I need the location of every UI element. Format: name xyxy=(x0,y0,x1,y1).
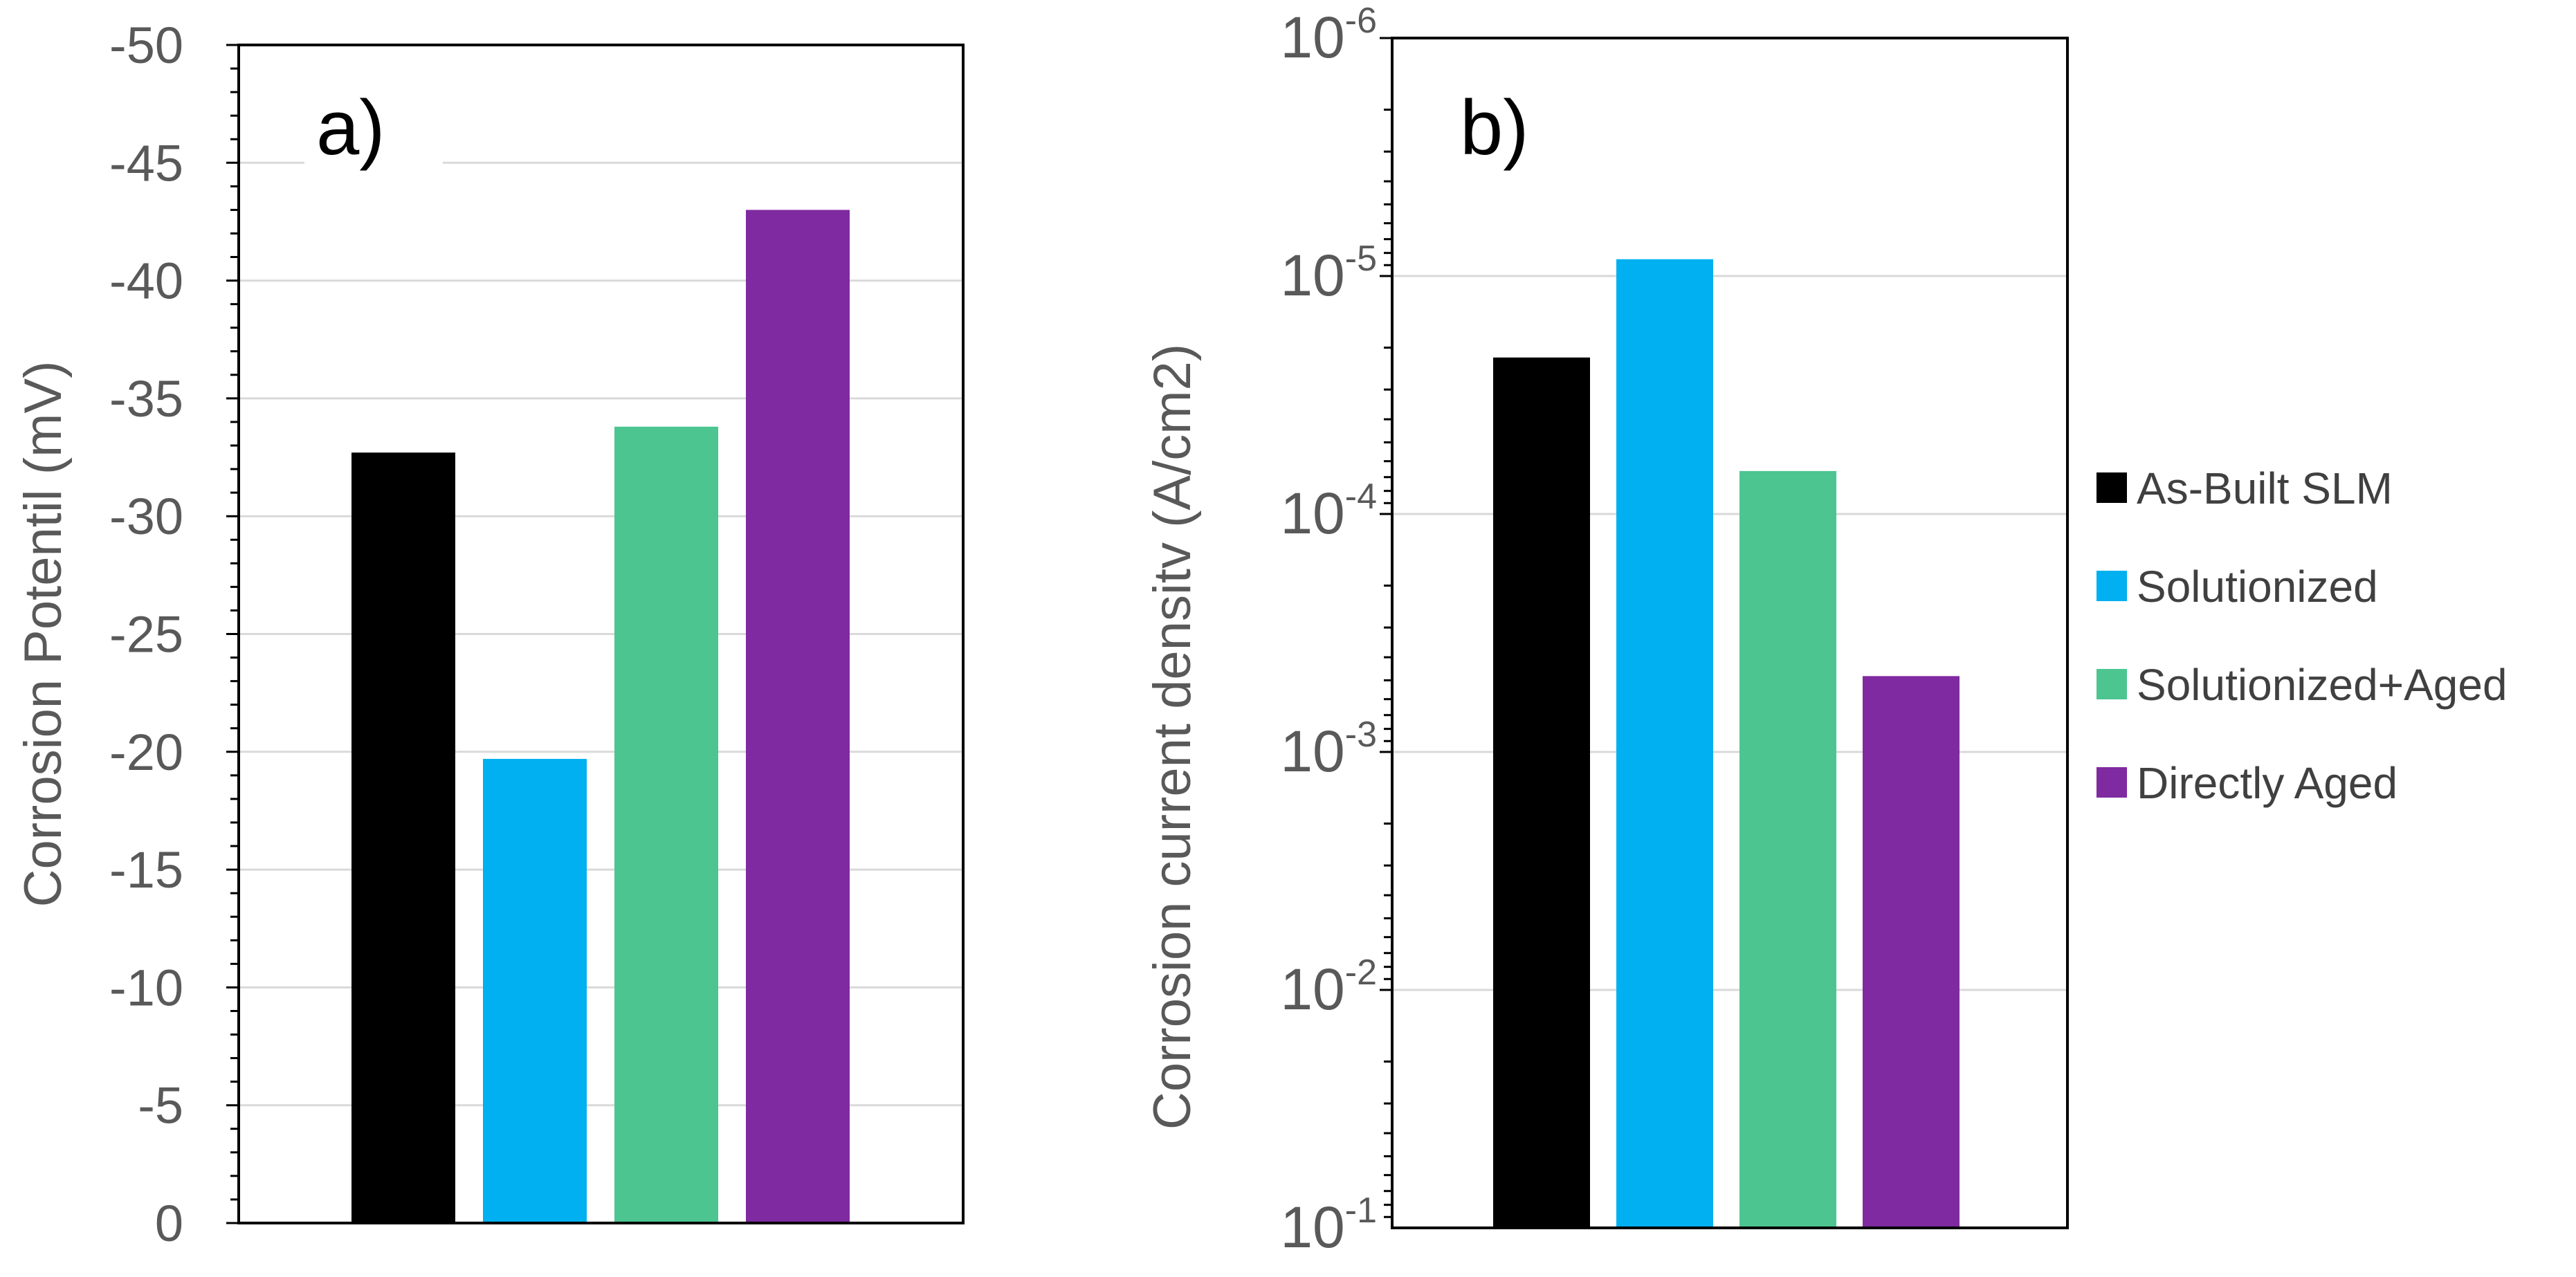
chart-a-y-tick-label: -35 xyxy=(109,370,183,428)
chart-a-y-tick-label: -25 xyxy=(109,606,183,663)
chart-a-y-tick-label: -40 xyxy=(109,252,183,310)
chart-b-y-tick-label: 10-1 xyxy=(1280,1191,1377,1260)
chart-b-y-tick-label: 10-6 xyxy=(1280,1,1377,70)
legend-label: Solutionized xyxy=(2137,562,2378,612)
chart-b-panel-label: b) xyxy=(1460,84,1529,171)
legend-swatch xyxy=(2097,767,2127,798)
chart-a-y-tick-label: -30 xyxy=(109,488,183,545)
chart-b-minor-ticks xyxy=(1380,37,1392,1218)
chart-b-bars xyxy=(1493,259,1960,1229)
chart-a-y-tick-labels: 0 -5 -10 -15 -20 -25 -30 -35 -40 -45 -50 xyxy=(109,17,183,1252)
chart-a-panel-label: a) xyxy=(316,84,385,171)
chart-a: 0 -5 -10 -15 -20 -25 -30 -35 -40 -45 -50 Corrosion… xyxy=(14,17,965,1252)
chart-a-bar xyxy=(351,452,455,1223)
chart-a-y-tick-label: -5 xyxy=(138,1077,183,1134)
chart-a-bar xyxy=(483,759,587,1223)
chart-a-bars xyxy=(351,210,850,1223)
chart-b-bar xyxy=(1616,259,1713,1229)
legend-swatch xyxy=(2097,571,2127,601)
chart-b-y-tick-label: 10-5 xyxy=(1280,239,1377,308)
chart-b-y-axis-label: Corrosion current densitv (A/cm2) xyxy=(1143,344,1202,1130)
legend-label: Solutionized+Aged xyxy=(2137,660,2508,710)
chart-a-panel-label-background xyxy=(304,76,443,173)
chart-b-y-tick-label: 10-2 xyxy=(1280,953,1377,1022)
chart-a-y-tick-label: -20 xyxy=(109,724,183,781)
legend-label: Directly Aged xyxy=(2137,758,2397,808)
chart-a-y-tick-label: 0 xyxy=(155,1195,183,1252)
chart-a-bar xyxy=(746,210,850,1223)
chart-a-y-tick-label: -15 xyxy=(109,841,183,899)
chart-a-y-tick-label: -45 xyxy=(109,134,183,192)
chart-b-bar xyxy=(1863,676,1960,1228)
chart-b-bar xyxy=(1493,357,1590,1228)
chart-b-bar xyxy=(1739,470,1836,1228)
legend-swatch xyxy=(2097,669,2127,699)
chart-a-y-tick-label: -10 xyxy=(109,959,183,1016)
chart-a-bar xyxy=(614,426,718,1223)
chart-b-plot-frame xyxy=(1391,37,2069,1229)
chart-a-y-axis-label: Corrosion Potentil (mV) xyxy=(14,361,73,908)
chart-a-minor-ticks xyxy=(226,44,239,1224)
chart-b: 10-1 10-2 10-3 10-4 10-5 10-6 Corrosion curre… xyxy=(1143,1,2069,1260)
chart-b-y-tick-label: 10-3 xyxy=(1280,715,1377,784)
chart-b-y-tick-label: 10-4 xyxy=(1280,477,1377,546)
legend: As-Built SLM Solutionized Solutionized+Age… xyxy=(2097,463,2508,808)
legend-label: As-Built SLM xyxy=(2137,463,2393,513)
chart-a-y-tick-label: -50 xyxy=(109,17,183,74)
chart-b-panel-label-background xyxy=(1446,76,1584,173)
chart-b-y-tick-labels: 10-1 10-2 10-3 10-4 10-5 10-6 xyxy=(1280,1,1377,1260)
legend-swatch xyxy=(2097,472,2127,503)
